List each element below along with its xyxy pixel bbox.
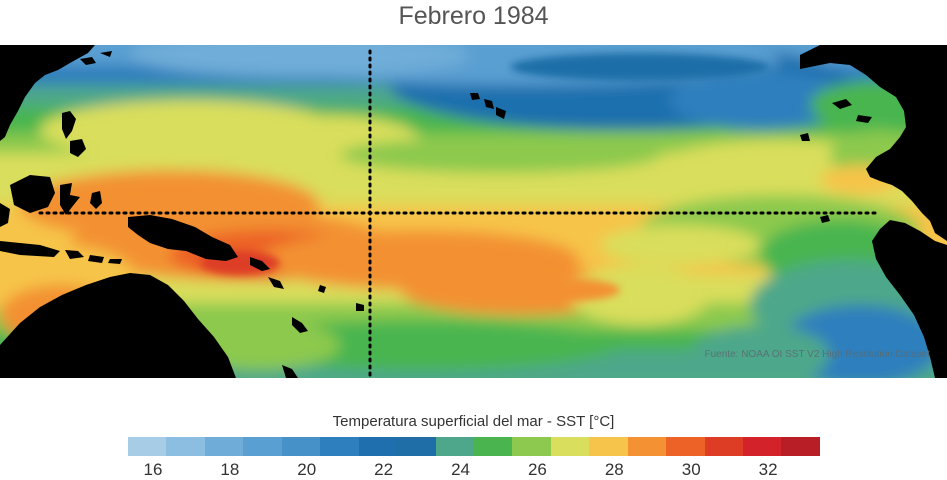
- hawaii-land: [470, 93, 506, 119]
- colorbar-tick-label: 30: [681, 460, 701, 479]
- data-source-note: Fuente: NOAA OI SST V2 High Resolution D…: [704, 349, 930, 360]
- colorbar-tick-label: 16: [143, 460, 163, 479]
- north-america-land: [800, 45, 947, 241]
- colorbar-segment: [666, 437, 705, 456]
- small-islands-land: [65, 250, 122, 264]
- sst-field: [0, 45, 947, 378]
- colorbar-tick-label: 28: [604, 460, 624, 479]
- sumatra-land: [0, 203, 10, 227]
- colorbar-segment: [204, 437, 244, 456]
- colorbar-segment: [281, 437, 321, 456]
- colorbar-segment: [243, 437, 282, 456]
- north-islands-land: [80, 51, 112, 65]
- colorbar-segment: [743, 437, 782, 456]
- sst-colorbar: [128, 437, 820, 456]
- colorbar-segment: [166, 437, 205, 456]
- colorbar-segment: [627, 437, 667, 456]
- map-title: Febrero 1984: [398, 2, 549, 30]
- sst-map-canvas: [0, 45, 947, 378]
- solomon-islands-land: [250, 257, 284, 289]
- colorbar-tick-label: 24: [451, 460, 470, 479]
- colorbar-tick-label: 22: [374, 460, 394, 479]
- colorbar-segment: [704, 437, 743, 456]
- australia-land: [0, 273, 236, 378]
- philippines-south-land: [70, 139, 86, 157]
- sst-map: [0, 45, 947, 378]
- colorbar-segment: [320, 437, 359, 456]
- colorbar-title: Temperatura superficial del mar - SST [°…: [332, 413, 615, 430]
- new-guinea-land: [128, 215, 238, 261]
- java-land: [0, 241, 60, 257]
- colorbar-segment: [358, 437, 398, 456]
- colorbar-tick-label: 18: [220, 460, 240, 479]
- borneo-land: [10, 175, 55, 213]
- colorbar-segment: [473, 437, 513, 456]
- sulawesi-land: [60, 183, 80, 215]
- colorbar-tick-label: 26: [527, 460, 547, 479]
- colorbar-segment: [512, 437, 551, 456]
- colorbar-segment: [589, 437, 628, 456]
- reference-lines: [38, 49, 882, 378]
- colorbar-ticks: 16 18 20 22 24 26 28 30 32: [128, 460, 820, 480]
- colorbar-segment: [128, 437, 167, 456]
- land-masses: [0, 45, 947, 378]
- galapagos-land: [820, 215, 830, 223]
- colorbar-segment: [397, 437, 436, 456]
- colorbar-tick-label: 20: [297, 460, 317, 479]
- south-america-land: [872, 220, 947, 378]
- asia-land: [0, 45, 95, 141]
- philippines-land: [62, 111, 76, 139]
- colorbar-tick-label: 32: [758, 460, 778, 479]
- pacific-islands-land: [292, 285, 364, 333]
- new-caledonia-land: [282, 365, 298, 378]
- caribbean-islands-land: [800, 99, 872, 141]
- colorbar-segment: [435, 437, 474, 456]
- colorbar-segment: [550, 437, 590, 456]
- halmahera-land: [90, 191, 102, 209]
- colorbar-segment: [781, 437, 820, 456]
